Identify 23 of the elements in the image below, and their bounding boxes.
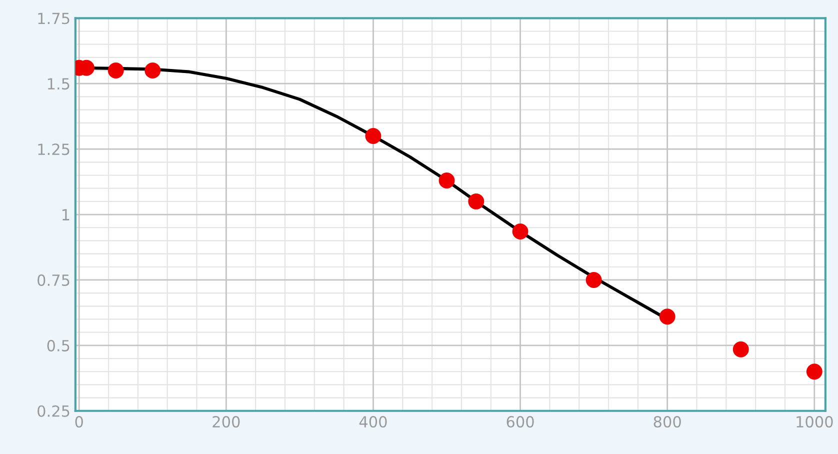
point (144, 62, 161, 78)
y-tick-label: 0.75 (38, 274, 70, 286)
x-tick-label: 200 (212, 416, 240, 428)
x-tick-label: 600 (506, 416, 534, 428)
x-tick-label: 0 (75, 416, 83, 428)
point (108, 62, 124, 78)
point (586, 272, 602, 288)
y-tick-label: 0.5 (47, 340, 70, 352)
x-tick-label: 1000 (796, 416, 833, 428)
point (732, 341, 749, 358)
y-tick-label: 1.5 (48, 78, 70, 90)
point (468, 193, 484, 210)
x-tick-label: 800 (654, 416, 681, 428)
point (438, 172, 455, 188)
point (806, 364, 822, 380)
point (659, 308, 676, 325)
point (512, 224, 528, 240)
point (365, 128, 382, 144)
y-tick-label: 0.25 (38, 405, 70, 417)
x-tick-label: 400 (359, 416, 387, 428)
y-tick-label: 1 (62, 209, 70, 220)
y-tick-label: 1.25 (38, 144, 70, 156)
y-tick-label: 1.75 (38, 12, 70, 24)
